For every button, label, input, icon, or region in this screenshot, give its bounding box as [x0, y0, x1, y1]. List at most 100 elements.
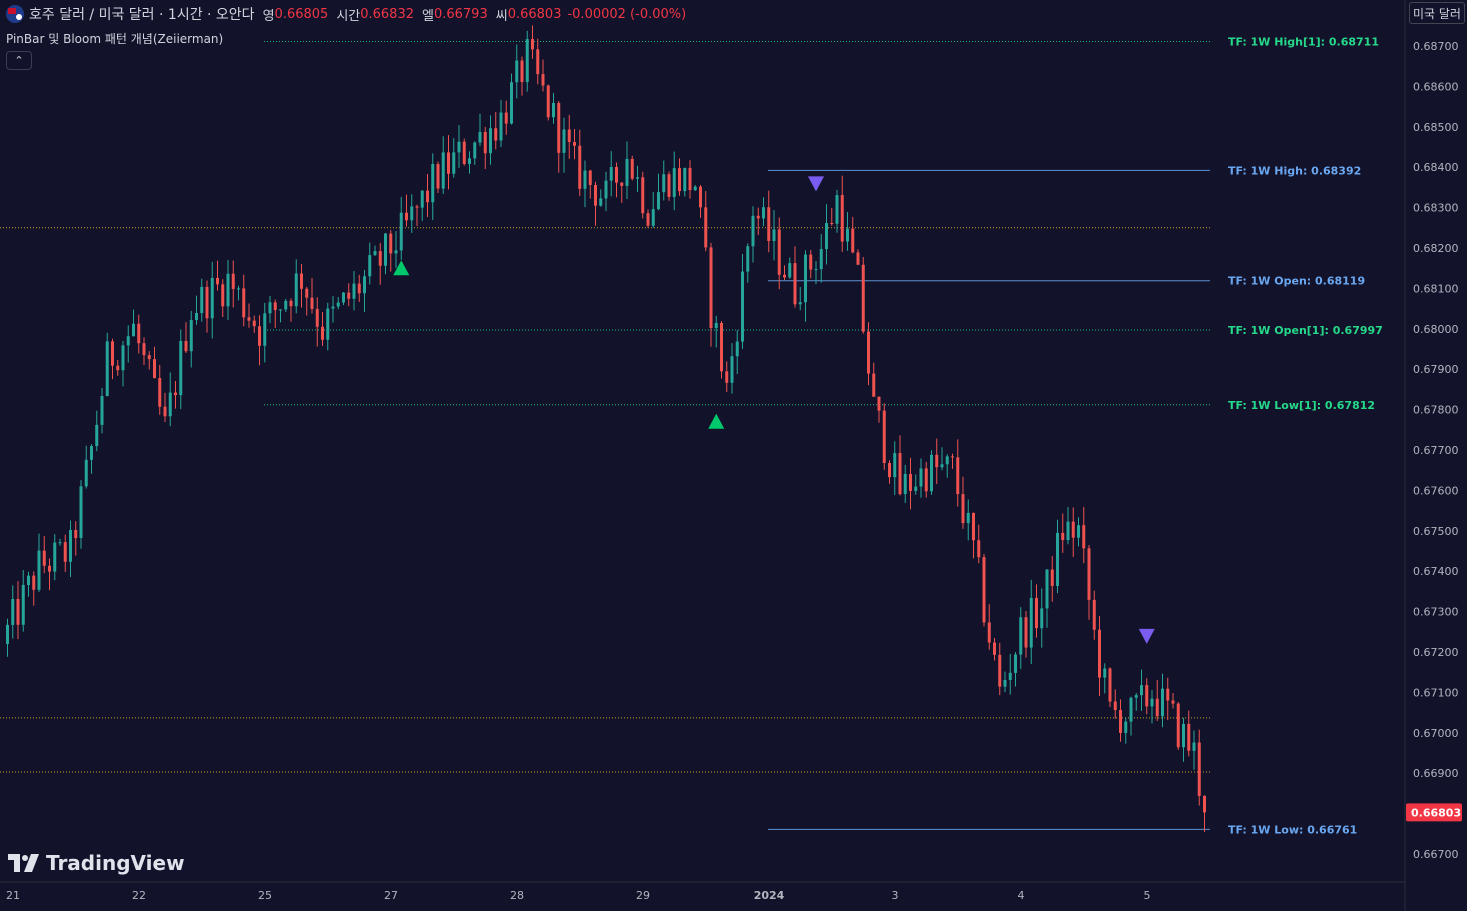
x-tick-label: 27: [384, 889, 398, 902]
y-tick-label: 0.68400: [1413, 161, 1459, 174]
candle-body: [987, 622, 991, 643]
y-tick-label: 0.66900: [1413, 767, 1459, 780]
candle-body: [200, 286, 204, 314]
candle-body: [573, 142, 576, 146]
candle-body: [693, 186, 697, 191]
candle-body: [567, 129, 571, 143]
candle-body: [688, 167, 692, 191]
indicator-title[interactable]: PinBar 및 Bloom 패턴 개념(Zeiierman): [6, 32, 224, 46]
candle-body: [861, 264, 865, 332]
candle-body: [625, 158, 629, 186]
candle-body: [583, 170, 587, 189]
x-tick-label: 4: [1018, 889, 1025, 902]
currency-button[interactable]: 미국 달러: [1409, 2, 1465, 24]
symbol-title[interactable]: 호주 달러 / 미국 달러 · 1시간 · 오안다: [29, 7, 255, 23]
x-tick-label: 3: [892, 889, 899, 902]
candle-body: [63, 542, 67, 562]
candle-body: [189, 320, 193, 352]
candle-body: [672, 168, 676, 197]
candle-body: [53, 542, 57, 572]
candle-body: [604, 180, 608, 199]
candle-body: [216, 277, 219, 285]
candle-body: [494, 128, 498, 141]
candle-body: [709, 247, 713, 329]
close-label: 씨: [495, 8, 508, 24]
time-axis[interactable]: 21 22 25 27 28 29 2024 3 4 5: [6, 889, 1151, 902]
candle-body: [142, 343, 146, 356]
candle-body: [242, 288, 246, 318]
candle-body: [1171, 700, 1175, 704]
candle-body: [657, 192, 660, 210]
candle-body: [1129, 697, 1133, 722]
candle-body: [1176, 703, 1180, 748]
symbol-header: 호주 달러 / 미국 달러 · 1시간 · 오안다 영 0.66805 시간 0…: [6, 4, 686, 24]
candle-body: [90, 446, 93, 460]
candle-body: [415, 206, 419, 208]
candle-body: [620, 182, 624, 186]
open-label: 영: [262, 8, 275, 24]
candle-body: [27, 575, 30, 585]
candle-body: [258, 326, 261, 346]
week-level-label: TF: 1W Open[1]: 0.67997: [1228, 324, 1383, 337]
week-level-label: TF: 1W High[1]: 0.68711: [1228, 36, 1379, 49]
candle-body: [767, 207, 771, 241]
candle-body: [357, 283, 361, 294]
candle-body: [79, 486, 83, 538]
candle-body: [74, 529, 78, 538]
candle-body: [137, 323, 141, 344]
candle-body: [342, 292, 345, 303]
candle-body: [121, 345, 125, 371]
candle-body: [126, 336, 130, 346]
candle-body: [315, 308, 319, 327]
candle-body: [594, 184, 597, 206]
candle-body: [930, 454, 933, 492]
candle-body: [205, 286, 209, 319]
candle-body: [441, 152, 445, 189]
candle-body: [982, 557, 986, 623]
candle-body: [1192, 742, 1196, 751]
candle-body: [725, 371, 729, 383]
candle-body: [378, 251, 382, 266]
candle-body: [898, 453, 902, 495]
candle-body: [226, 273, 230, 307]
candle-body: [510, 82, 513, 124]
price-axis[interactable]: 0.667000.668000.669000.670000.671000.672…: [1413, 40, 1459, 861]
tradingview-logo[interactable]: TradingView: [8, 850, 185, 876]
candle-body: [179, 340, 183, 396]
candle-body: [531, 39, 534, 50]
candles-layer: [6, 25, 1206, 832]
last-price-badge: [1406, 803, 1462, 822]
candle-body: [420, 190, 424, 208]
candle-body: [336, 302, 340, 307]
candle-body: [951, 456, 954, 458]
bullish-pinbar-marker: [708, 413, 725, 429]
candle-body: [804, 254, 807, 303]
y-tick-label: 0.68100: [1413, 282, 1459, 295]
candle-body: [132, 323, 135, 337]
candle-body: [426, 190, 429, 203]
collapse-indicators-button[interactable]: ⌃: [6, 51, 32, 70]
change-value: -0.00002 (-0.00%): [567, 6, 687, 22]
candle-body: [562, 129, 566, 153]
candle-body: [851, 228, 855, 253]
candle-body: [221, 284, 225, 307]
candle-body: [1108, 668, 1112, 702]
candle-body: [273, 302, 277, 311]
pin-markers-layer: [393, 176, 1155, 644]
candle-body: [405, 212, 408, 221]
x-tick-label: 2024: [754, 889, 785, 902]
candle-body: [830, 223, 834, 225]
price-axis-background: [1405, 0, 1467, 911]
candle-body: [940, 464, 944, 468]
bullish-pinbar-marker: [393, 260, 410, 276]
candle-body: [998, 654, 1002, 687]
candle-body: [615, 167, 618, 183]
x-tick-label: 5: [1144, 889, 1151, 902]
candle-body: [1098, 629, 1101, 678]
candle-body: [363, 276, 366, 294]
chevron-up-icon: ⌃: [14, 54, 24, 67]
candle-body: [872, 373, 876, 397]
candle-body: [867, 331, 870, 374]
